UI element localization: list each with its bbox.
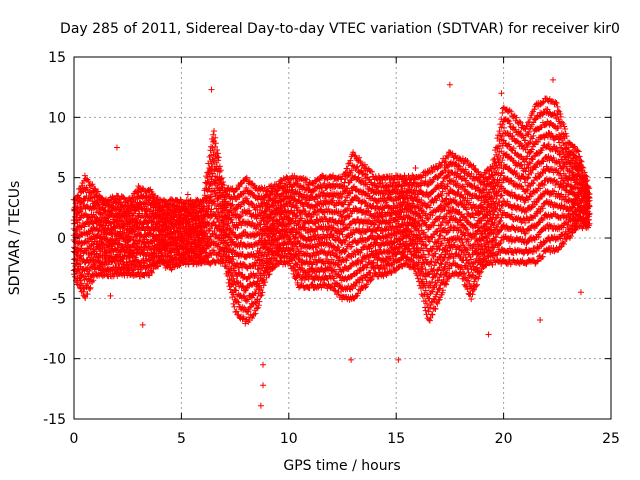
data-point [134, 213, 141, 220]
data-point [86, 230, 93, 237]
data-point [79, 288, 86, 295]
data-point [131, 199, 138, 206]
data-point [141, 227, 148, 234]
data-point [71, 220, 78, 227]
data-point [258, 292, 265, 299]
data-point [155, 263, 162, 270]
data-point [89, 181, 96, 188]
data-point [86, 285, 93, 292]
data-point [119, 258, 126, 265]
data-point [86, 267, 93, 274]
data-point [119, 224, 126, 231]
data-point [77, 277, 84, 284]
data-point [120, 230, 127, 237]
data-point [85, 178, 92, 185]
data-point [87, 245, 94, 252]
data-point [84, 290, 91, 297]
data-point [123, 216, 130, 223]
data-point [99, 261, 106, 268]
data-points [70, 76, 593, 409]
data-point [90, 277, 97, 284]
data-point [82, 295, 89, 302]
data-point [129, 267, 136, 274]
data-point [146, 272, 153, 279]
data-point [134, 189, 141, 196]
data-point [125, 262, 132, 269]
data-point [149, 269, 156, 276]
data-point [71, 273, 78, 280]
data-point [93, 250, 100, 257]
chart-title: Day 285 of 2011, Sidereal Day-to-day VTE… [60, 21, 620, 37]
data-point [74, 281, 81, 288]
data-point [148, 200, 155, 207]
data-point [134, 269, 141, 276]
data-point [120, 194, 127, 201]
data-point [75, 194, 82, 201]
data-point [102, 222, 109, 229]
data-point [145, 271, 152, 278]
data-point [111, 196, 118, 203]
data-point [89, 229, 96, 236]
data-point [132, 254, 139, 261]
data-point [144, 220, 151, 227]
data-point [107, 220, 114, 227]
data-point [87, 284, 94, 291]
data-point [88, 194, 95, 201]
data-point [81, 172, 88, 179]
data-point [81, 223, 88, 230]
data-point [75, 209, 82, 216]
data-point [211, 128, 218, 134]
data-point [79, 206, 86, 213]
data-point [132, 229, 139, 236]
data-point [79, 272, 86, 279]
data-point [95, 188, 102, 195]
data-point [343, 257, 350, 264]
